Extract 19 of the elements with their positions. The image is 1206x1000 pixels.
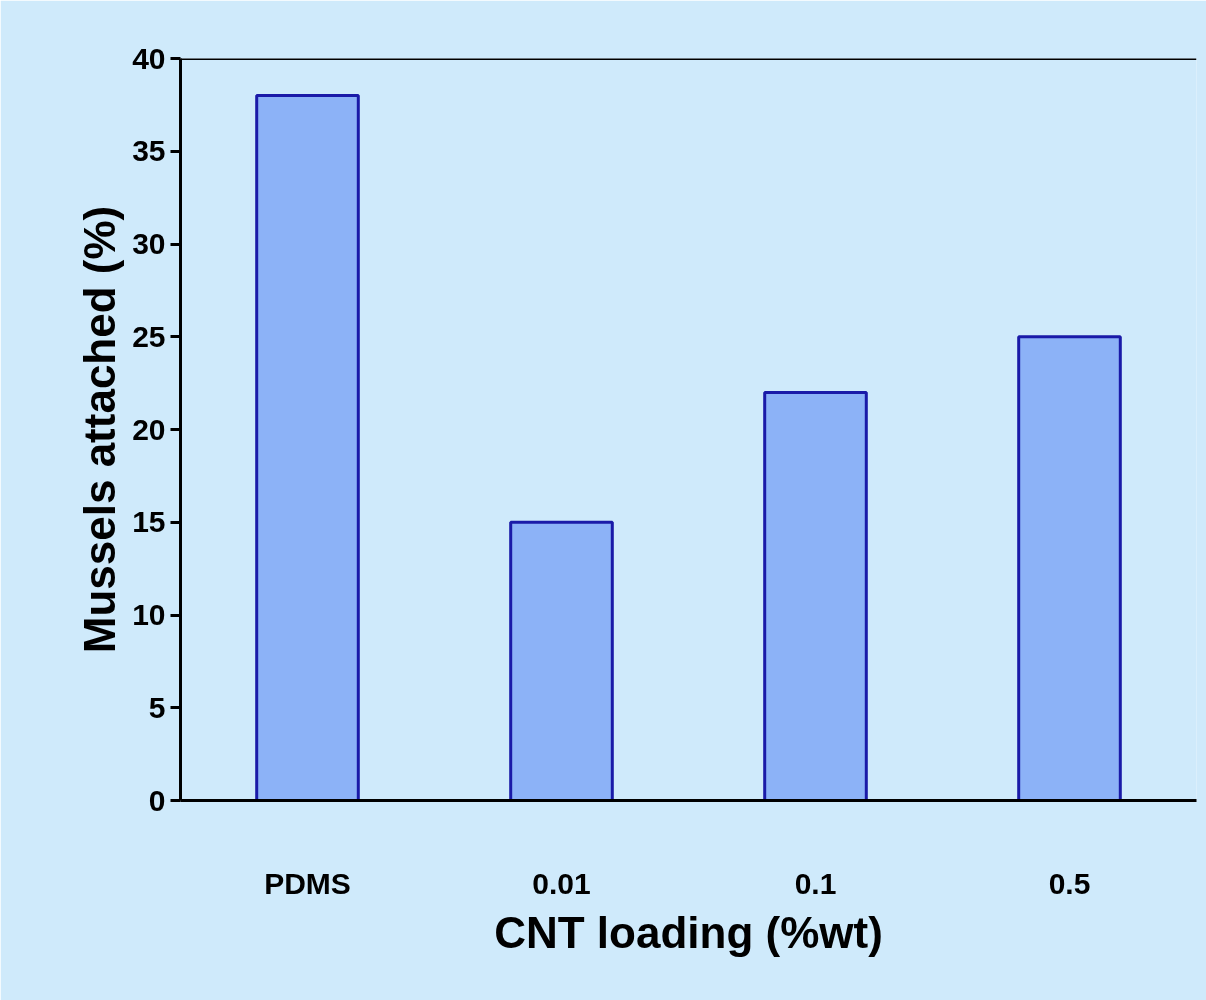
y-tick-label: 40 xyxy=(132,41,166,75)
y-tick-label: 20 xyxy=(132,412,166,446)
x-axis-title: CNT loading (%wt) xyxy=(494,907,883,957)
y-tick-label: 10 xyxy=(132,598,166,631)
bar xyxy=(255,94,360,801)
x-tick-label: PDMS xyxy=(264,866,351,900)
y-tick-label: 35 xyxy=(132,134,166,168)
y-tick-label: 25 xyxy=(132,319,166,353)
x-tick-label: 0.1 xyxy=(794,866,837,900)
bar xyxy=(1017,335,1122,801)
y-tick-label: 5 xyxy=(148,690,166,724)
x-tick-label: 0.5 xyxy=(1048,866,1091,900)
y-tick-label: 0 xyxy=(148,783,166,817)
y-axis-title: Mussels attached (%) xyxy=(75,205,125,654)
y-tick-label: 30 xyxy=(132,227,166,260)
y-tick-label: 15 xyxy=(132,505,166,539)
x-tick-label: 0.01 xyxy=(532,866,591,900)
bar xyxy=(763,390,868,801)
bar xyxy=(509,520,614,801)
